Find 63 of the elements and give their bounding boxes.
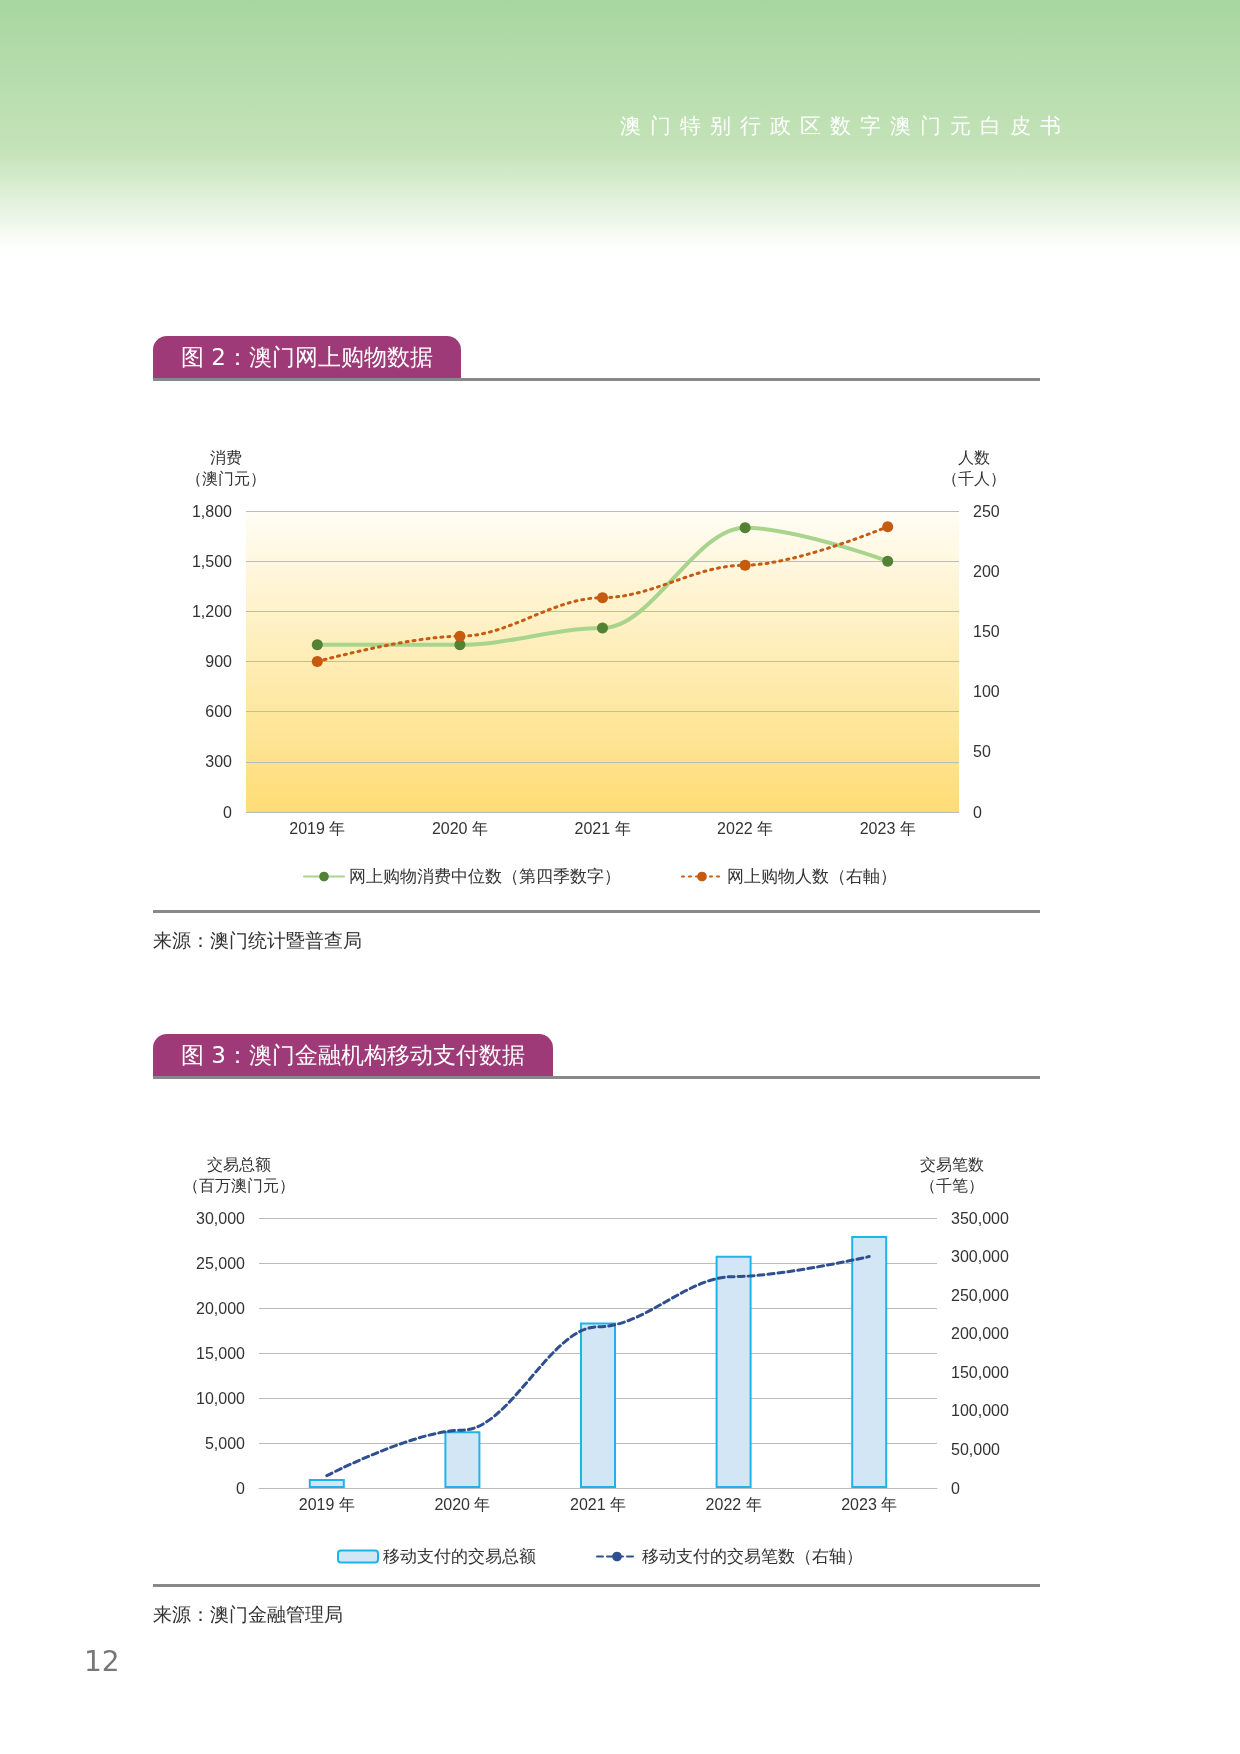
text: 12 — [84, 1645, 120, 1678]
x-tick-label: 2022 年 — [705, 1495, 762, 1513]
y-axis-title: 消费（澳门元） — [186, 448, 266, 488]
legend-label: 移动支付的交易总额 — [383, 1547, 536, 1566]
y-tick-label: 900 — [205, 653, 233, 670]
y-tick-label: 5,000 — [204, 1434, 246, 1452]
y-tick-label: 1,800 — [191, 502, 233, 520]
y2-axis-title: 人数（千人） — [942, 448, 1006, 488]
legend-label: 网上购物消费中位数（第四季数字） — [349, 867, 621, 886]
legend-label: 移动支付的交易笔数（右轴） — [642, 1547, 863, 1566]
x-tick-label: 2019 年 — [298, 1495, 355, 1513]
y-tick-label: 10,000 — [196, 1389, 246, 1407]
bar — [444, 1431, 481, 1488]
y-tick-label: 0 — [223, 803, 233, 821]
x-tick-label: 2021 年 — [574, 819, 631, 837]
x-tick-label: 2020 年 — [434, 1495, 491, 1513]
y-tick-label: 600 — [205, 703, 233, 721]
y2-axis-title: 交易笔数（千笔） — [920, 1155, 984, 1195]
bar — [580, 1322, 616, 1488]
y2-tick-label: 200,000 — [951, 1325, 1009, 1343]
y2-tick-label: 0 — [973, 803, 982, 821]
y2-tick-label: 50,000 — [951, 1440, 1001, 1458]
line-series — [325, 1255, 871, 1478]
point — [597, 592, 608, 604]
point — [882, 521, 894, 533]
y-tick-label: 20,000 — [196, 1299, 246, 1317]
source-note: 来源：澳门统计暨普查局 — [153, 928, 362, 953]
legend-label: 网上购物人数（右軸） — [727, 867, 897, 886]
x-tick-label: 2020 年 — [431, 819, 488, 837]
y2-tick-label: 100,000 — [951, 1402, 1009, 1420]
text: 澳门特别行政区数字澳门元白皮书 — [620, 113, 1070, 140]
bar — [308, 1479, 345, 1488]
x-tick-label: 2021 年 — [569, 1495, 627, 1513]
y2-tick-label: 250 — [973, 502, 1000, 520]
y-tick-label: 15,000 — [196, 1344, 246, 1362]
y2-tick-label: 100 — [973, 683, 1000, 701]
point — [454, 630, 466, 642]
point — [739, 559, 751, 571]
point — [311, 656, 323, 667]
y2-tick-label: 150,000 — [951, 1363, 1009, 1381]
y2-tick-label: 300,000 — [951, 1248, 1009, 1266]
y-tick-label: 25,000 — [196, 1254, 246, 1272]
y2-tick-label: 200 — [973, 562, 1000, 580]
y-tick-label: 1,200 — [191, 602, 233, 620]
bar — [715, 1255, 752, 1488]
y-tick-label: 1,500 — [191, 552, 233, 570]
x-tick-label: 2022 年 — [717, 819, 774, 837]
chart-title: 图 3：澳门金融机构移动支付数据 — [153, 1034, 553, 1076]
y2-tick-label: 350,000 — [951, 1209, 1009, 1227]
source-note: 来源：澳门金融管理局 — [153, 1602, 343, 1627]
bar — [851, 1236, 888, 1488]
y-tick-label: 0 — [236, 1479, 246, 1497]
y2-tick-label: 150 — [973, 622, 1000, 640]
y-axis-title: 交易总额（百万澳门元） — [183, 1155, 295, 1195]
y-tick-label: 30,000 — [196, 1209, 246, 1227]
y2-tick-label: 50 — [973, 743, 991, 761]
x-tick-label: 2019 年 — [289, 819, 346, 837]
chart-title: 图 2：澳门网上购物数据 — [153, 336, 461, 378]
x-tick-label: 2023 年 — [841, 1495, 898, 1513]
y2-tick-label: 250,000 — [951, 1286, 1009, 1304]
x-tick-label: 2023 年 — [859, 819, 916, 837]
y2-tick-label: 0 — [951, 1479, 960, 1497]
y-tick-label: 300 — [205, 753, 233, 771]
